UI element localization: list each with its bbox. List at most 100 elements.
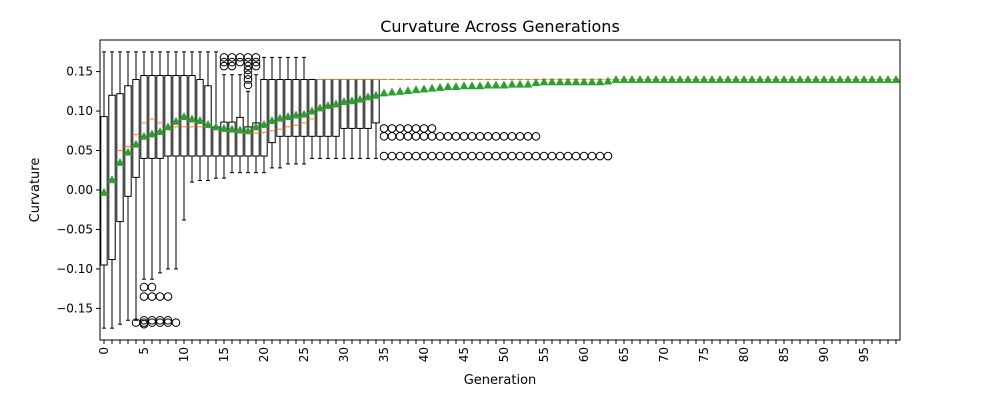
mean-marker [243, 126, 253, 135]
mean-marker [835, 74, 845, 83]
mean-marker [435, 82, 445, 91]
box-group-gen-23 [284, 56, 292, 165]
mean-marker [283, 112, 293, 121]
outlier-point [427, 132, 437, 141]
x-tick-label: 15 [217, 347, 231, 362]
box-group-gen-33 [364, 78, 372, 159]
iqr-box [268, 78, 276, 144]
x-tick-label: 0 [97, 347, 111, 355]
box-group-gen-52 [515, 78, 525, 161]
outlier-point [515, 151, 525, 161]
x-axis: 0 5 10 15 20 25 30 35 40 45 50 55 60 65 70 75 80 85 90 95 [97, 340, 897, 362]
mean-marker [579, 77, 589, 86]
mean-marker [123, 147, 133, 156]
mean-marker [747, 74, 757, 83]
mean-marker [827, 74, 837, 83]
mean-marker [523, 79, 533, 88]
box-group-gen-54 [531, 78, 541, 161]
box-group-gen-50 [499, 78, 509, 161]
mean-marker [859, 74, 869, 83]
x-tick-label: 30 [337, 347, 351, 362]
plot-frame [99, 39, 901, 341]
outlier-point [139, 319, 149, 329]
mean-marker [443, 82, 453, 91]
box-group-gen-20 [260, 56, 268, 174]
x-axis-title: Generation [464, 373, 537, 388]
outlier-point [459, 132, 469, 141]
iqr-box [332, 78, 340, 137]
mean-marker [411, 85, 421, 94]
box-group-gen-13 [204, 51, 212, 182]
mean-markers [99, 74, 901, 196]
mean-marker [691, 74, 701, 83]
outlier-point [515, 132, 525, 141]
box-group-gen-44 [451, 78, 461, 161]
iqr-box [204, 85, 212, 157]
mean-marker [811, 74, 821, 83]
box-group-gen-5 [139, 51, 149, 329]
outlier-point [379, 124, 389, 133]
mean-marker [571, 77, 581, 86]
box-group-gen-12 [196, 51, 204, 182]
outlier-point [539, 151, 549, 161]
iqr-box [260, 78, 268, 157]
mean-marker [819, 74, 829, 83]
iqr-box [188, 75, 196, 157]
outlier-point [483, 132, 493, 141]
x-tick-label: 75 [697, 347, 711, 362]
outlier-point [451, 132, 461, 141]
mean-marker [891, 74, 901, 83]
outlier-point [451, 151, 461, 161]
outlier-point [435, 151, 445, 161]
iqr-box [116, 93, 124, 223]
outlier-point [387, 124, 397, 133]
outlier-point [491, 151, 501, 161]
mean-marker [275, 113, 285, 122]
outlier-point [227, 61, 237, 71]
box-group-gen-45 [459, 78, 469, 161]
mean-marker [315, 103, 325, 112]
x-tick-label: 20 [257, 347, 271, 362]
outlier-point [595, 151, 605, 161]
mean-marker [587, 77, 597, 86]
box-group-gen-47 [475, 78, 485, 161]
y-tick-label: 0.10 [66, 104, 93, 118]
outlier-point [579, 151, 589, 161]
y-tick-label: 0.00 [66, 183, 93, 197]
mean-marker [195, 116, 205, 124]
outlier-point [403, 124, 413, 133]
box-group-gen-58 [563, 78, 573, 161]
outlier-point [603, 151, 613, 161]
mean-marker [787, 74, 797, 83]
mean-marker [347, 96, 357, 105]
outlier-point [419, 132, 429, 141]
outlier-point [555, 151, 565, 161]
outlier-point [147, 292, 157, 301]
x-tick-label: 40 [417, 347, 431, 362]
x-tick-label: 90 [817, 347, 831, 362]
outlier-point [219, 53, 229, 62]
mean-marker [491, 80, 501, 89]
y-axis: −0.15 −0.10 −0.05 0.00 0.05 0.10 0.15 [56, 65, 100, 315]
outlier-point [483, 151, 493, 161]
iqr-box [140, 75, 148, 159]
mean-marker [715, 74, 725, 83]
mean-marker [331, 99, 341, 108]
outlier-point [523, 151, 533, 161]
y-tick-label: −0.10 [56, 262, 93, 276]
mean-marker [155, 127, 165, 136]
mean-marker [531, 78, 541, 87]
outlier-point [387, 132, 397, 141]
box-group-gen-8 [163, 51, 173, 327]
iqr-box [292, 78, 300, 137]
outlier-point [155, 292, 165, 301]
mean-marker [611, 74, 621, 83]
mean-marker [267, 116, 277, 124]
mean-marker [299, 109, 309, 118]
iqr-box [228, 121, 236, 157]
mean-marker [555, 77, 565, 86]
box-group-gen-60 [579, 78, 589, 161]
box-group-gen-38 [403, 78, 413, 161]
outlier-point [139, 292, 149, 301]
